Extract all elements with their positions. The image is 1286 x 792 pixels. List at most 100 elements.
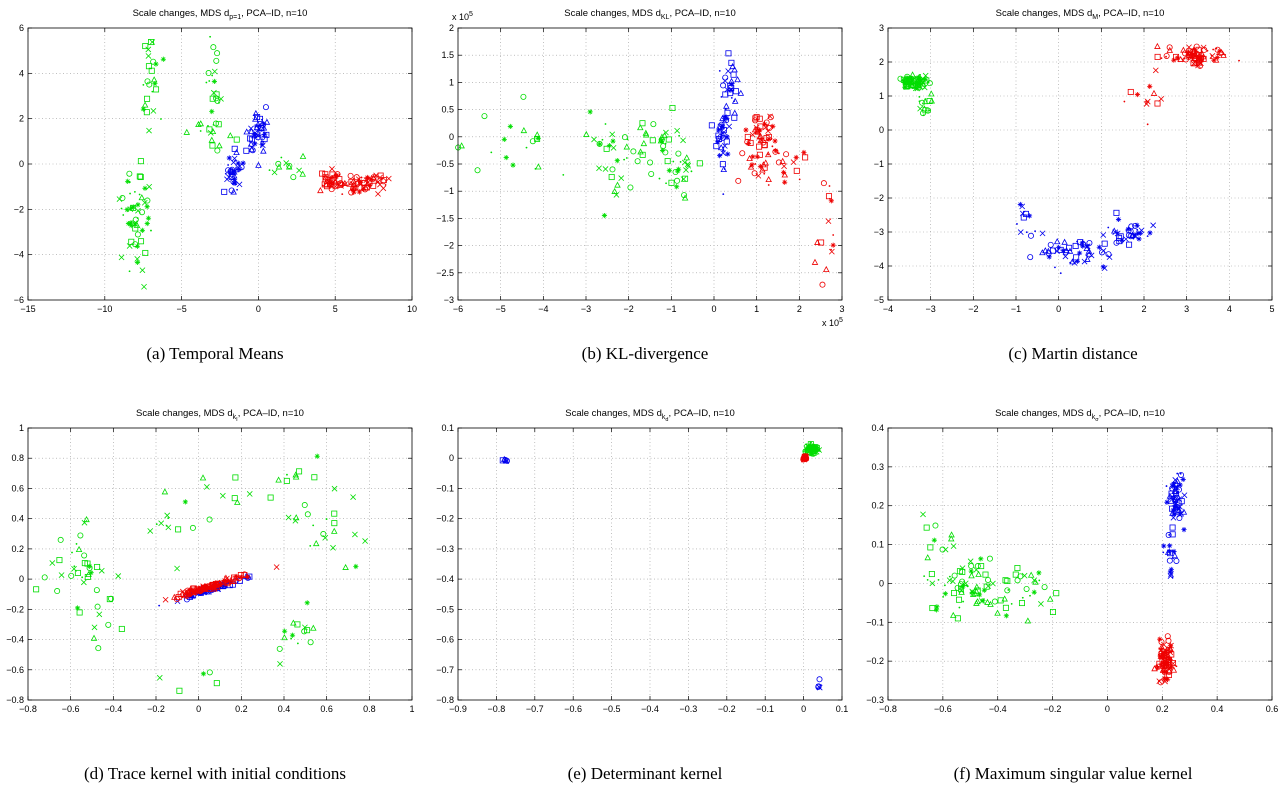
data-point (830, 242, 836, 248)
data-point (947, 535, 955, 542)
data-point (183, 128, 191, 135)
data-point (721, 117, 728, 124)
data-point (897, 75, 904, 82)
data-point (649, 137, 656, 144)
data-point (235, 160, 241, 166)
data-point (1171, 552, 1179, 559)
data-point (304, 600, 310, 606)
data-point (1077, 239, 1084, 246)
x-tick-label: 0 (256, 304, 261, 314)
data-point (1136, 228, 1139, 231)
data-point (1026, 213, 1033, 219)
data-point (1174, 477, 1181, 484)
grid-lines (458, 28, 842, 300)
data-point (954, 615, 961, 622)
data-point (917, 79, 923, 85)
data-point (176, 687, 183, 694)
data-point (153, 61, 159, 67)
data-point (41, 574, 48, 581)
data-point (213, 120, 220, 127)
data-point (1159, 666, 1167, 673)
data-point (1178, 498, 1185, 505)
data-point (200, 671, 207, 677)
data-point (130, 204, 137, 210)
data-point (1060, 247, 1066, 254)
data-point (1054, 266, 1056, 269)
data-point (1110, 227, 1118, 234)
data-point (292, 517, 299, 524)
data-point (209, 108, 215, 115)
data-point (1170, 666, 1178, 673)
data-point (248, 125, 254, 132)
data-point (126, 243, 133, 249)
data-point (766, 124, 773, 131)
x-tick-label: −0.7 (526, 704, 544, 714)
data-point (1031, 577, 1038, 584)
data-point (1129, 231, 1136, 238)
data-point (338, 181, 345, 188)
panel-a: Scale changes, MDS dp=1, PCA–ID, n=10 −15… (0, 0, 430, 330)
data-point (720, 150, 727, 156)
data-point (750, 154, 756, 160)
data-point (721, 143, 728, 149)
data-point (201, 586, 207, 592)
data-point (725, 50, 732, 57)
data-point (810, 449, 817, 456)
data-point (934, 604, 940, 610)
data-point (267, 494, 274, 501)
grid-lines (28, 428, 412, 700)
data-point (501, 136, 507, 142)
data-point (1053, 238, 1061, 245)
data-point (161, 488, 169, 495)
data-point (793, 154, 799, 161)
data-point (725, 151, 731, 157)
y-tick-label: −2 (444, 241, 454, 251)
data-point (380, 177, 387, 184)
data-point (815, 683, 822, 690)
data-point (1173, 53, 1180, 60)
data-point (353, 563, 359, 570)
data-point (1121, 241, 1123, 244)
data-point (139, 209, 146, 216)
data-point (1127, 88, 1134, 95)
data-point (1176, 472, 1179, 475)
data-point (312, 524, 315, 527)
data-point (1007, 589, 1010, 591)
data-point (974, 563, 981, 570)
data-point (229, 166, 236, 173)
data-point (666, 167, 672, 174)
data-point (767, 114, 774, 121)
x-tick-label: −0.5 (603, 704, 621, 714)
data-point (347, 172, 354, 179)
data-point (1022, 210, 1029, 217)
series-2 (735, 113, 836, 288)
data-point (717, 144, 725, 151)
y-tick-label: 1.5 (441, 50, 454, 60)
data-point (981, 587, 987, 593)
data-point (1212, 56, 1220, 63)
data-point (926, 98, 933, 105)
data-point (158, 520, 165, 527)
data-point (642, 131, 650, 138)
data-point (747, 139, 754, 146)
data-point (685, 162, 692, 169)
data-point (1017, 229, 1024, 236)
y-tick-label: −2 (14, 204, 24, 214)
y-tick-label: −0.1 (436, 483, 454, 493)
x-tick-label: −3 (581, 304, 591, 314)
x-tick-label: −0.2 (718, 704, 736, 714)
data-point (1041, 584, 1048, 591)
data-point (1171, 576, 1174, 579)
data-point (294, 621, 301, 628)
data-point (904, 80, 911, 87)
x-tick-label: −0.2 (1044, 704, 1062, 714)
data-point (225, 167, 232, 174)
data-point (1146, 235, 1149, 238)
data-point (208, 136, 216, 143)
data-point (630, 148, 637, 155)
data-point (1217, 48, 1225, 55)
data-point (726, 123, 733, 130)
y-tick-label: −0.3 (436, 544, 454, 554)
x-tick-label: 0.6 (320, 704, 333, 714)
data-point (128, 222, 134, 229)
